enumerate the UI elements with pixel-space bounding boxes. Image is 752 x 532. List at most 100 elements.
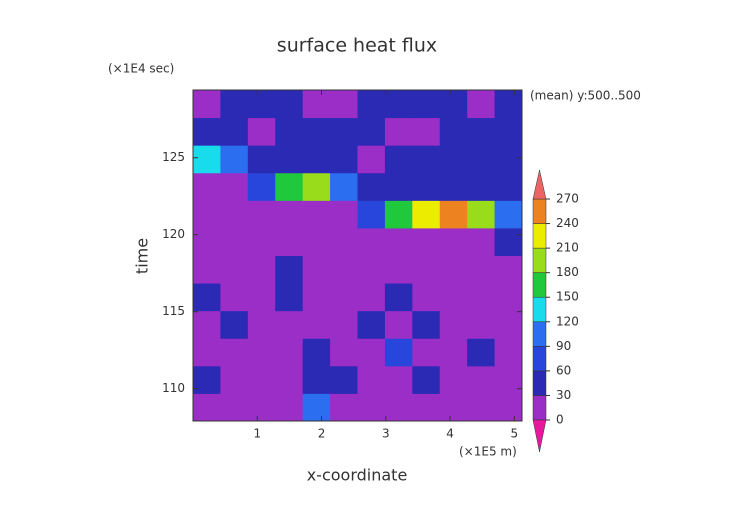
- colorbar-segment: [532, 272, 547, 298]
- field-cell: [494, 338, 523, 367]
- y-tick-label: 110: [162, 381, 185, 395]
- field-cell: [384, 145, 413, 174]
- field-cell: [220, 365, 249, 394]
- field-cell: [330, 255, 358, 284]
- field-cell: [467, 365, 496, 394]
- field-cell: [330, 393, 358, 422]
- field-cell: [193, 338, 221, 367]
- field-cell: [412, 283, 441, 312]
- field-cell: [467, 145, 496, 174]
- field-cell: [302, 172, 331, 201]
- field-cell: [384, 283, 413, 312]
- field-cell: [302, 338, 331, 367]
- field-cell: [193, 393, 221, 422]
- colorbar-label: 180: [556, 265, 579, 279]
- field-cell: [494, 172, 523, 201]
- field-cell: [275, 365, 304, 394]
- field-cell: [494, 90, 523, 119]
- field-cell: [247, 255, 276, 284]
- field-cell: [275, 393, 304, 422]
- field-cell: [384, 200, 413, 229]
- colorbar-label: 120: [556, 314, 579, 328]
- field-cell: [384, 172, 413, 201]
- field-cell: [384, 393, 413, 422]
- colorbar-segment: [532, 198, 547, 224]
- field-cell: [439, 117, 468, 146]
- field-cell: [220, 200, 249, 229]
- field-cell: [330, 145, 358, 174]
- field-cell: [193, 172, 221, 201]
- field-cell: [439, 338, 468, 367]
- field-cell: [275, 310, 304, 339]
- x-tick-label: 4: [446, 427, 454, 441]
- field-cell: [330, 90, 358, 119]
- field-cell: [384, 227, 413, 256]
- x-tick-label: 2: [318, 427, 326, 441]
- field-cell: [302, 145, 331, 174]
- field-cell: [330, 172, 358, 201]
- field-cell: [330, 283, 358, 312]
- field-cell: [439, 90, 468, 119]
- field-cell: [330, 365, 358, 394]
- field-cell: [467, 117, 496, 146]
- field-cell: [357, 338, 386, 367]
- annotation: (mean) y:500..500: [530, 89, 641, 103]
- field-cell: [494, 283, 523, 312]
- field-cell: [247, 227, 276, 256]
- y-tick-label: 115: [162, 304, 185, 318]
- field-cell: [357, 283, 386, 312]
- field-cell: [247, 90, 276, 119]
- field-cell: [193, 200, 221, 229]
- field-cell: [193, 90, 221, 119]
- field-cell: [467, 90, 496, 119]
- field-cell: [357, 172, 386, 201]
- field-cell: [220, 145, 249, 174]
- field-cell: [412, 310, 441, 339]
- field-cell: [302, 90, 331, 119]
- field-cell: [247, 283, 276, 312]
- field-cell: [467, 310, 496, 339]
- field-cell: [357, 365, 386, 394]
- field-cell: [193, 365, 221, 394]
- y-tick-label: 125: [162, 150, 185, 164]
- field-cell: [467, 283, 496, 312]
- field-cell: [467, 172, 496, 201]
- field-cell: [330, 227, 358, 256]
- field-cell: [439, 227, 468, 256]
- colorbar-segment: [532, 296, 547, 323]
- field-cell: [357, 90, 386, 119]
- field-cell: [494, 145, 523, 174]
- field-cell: [275, 172, 304, 201]
- x-tick-label: 3: [382, 427, 390, 441]
- field-cell: [302, 283, 331, 312]
- field-cell: [384, 310, 413, 339]
- field-cell: [330, 310, 358, 339]
- field-cell: [357, 145, 386, 174]
- field-cell: [357, 310, 386, 339]
- field-cell: [439, 393, 468, 422]
- field-cell: [220, 227, 249, 256]
- field-cell: [302, 365, 331, 394]
- plot-frame: [192, 89, 523, 422]
- field-cell: [193, 283, 221, 312]
- field-cell: [494, 393, 523, 422]
- field-cell: [357, 200, 386, 229]
- field-cell: [467, 200, 496, 229]
- field-cell: [412, 365, 441, 394]
- field-cell: [439, 172, 468, 201]
- field-cell: [439, 283, 468, 312]
- field-cell: [220, 172, 249, 201]
- field-cell: [302, 117, 331, 146]
- field-cell: [330, 200, 358, 229]
- colorbar-label: 90: [556, 339, 571, 353]
- field-cell: [247, 145, 276, 174]
- field-cell: [302, 227, 331, 256]
- field-cell: [247, 338, 276, 367]
- colorbar-label: 270: [556, 192, 579, 206]
- field-cell: [302, 310, 331, 339]
- field-cell: [494, 365, 523, 394]
- field-cell: [494, 117, 523, 146]
- field-cell: [220, 255, 249, 284]
- field-cell: [220, 393, 249, 422]
- field-cell: [275, 338, 304, 367]
